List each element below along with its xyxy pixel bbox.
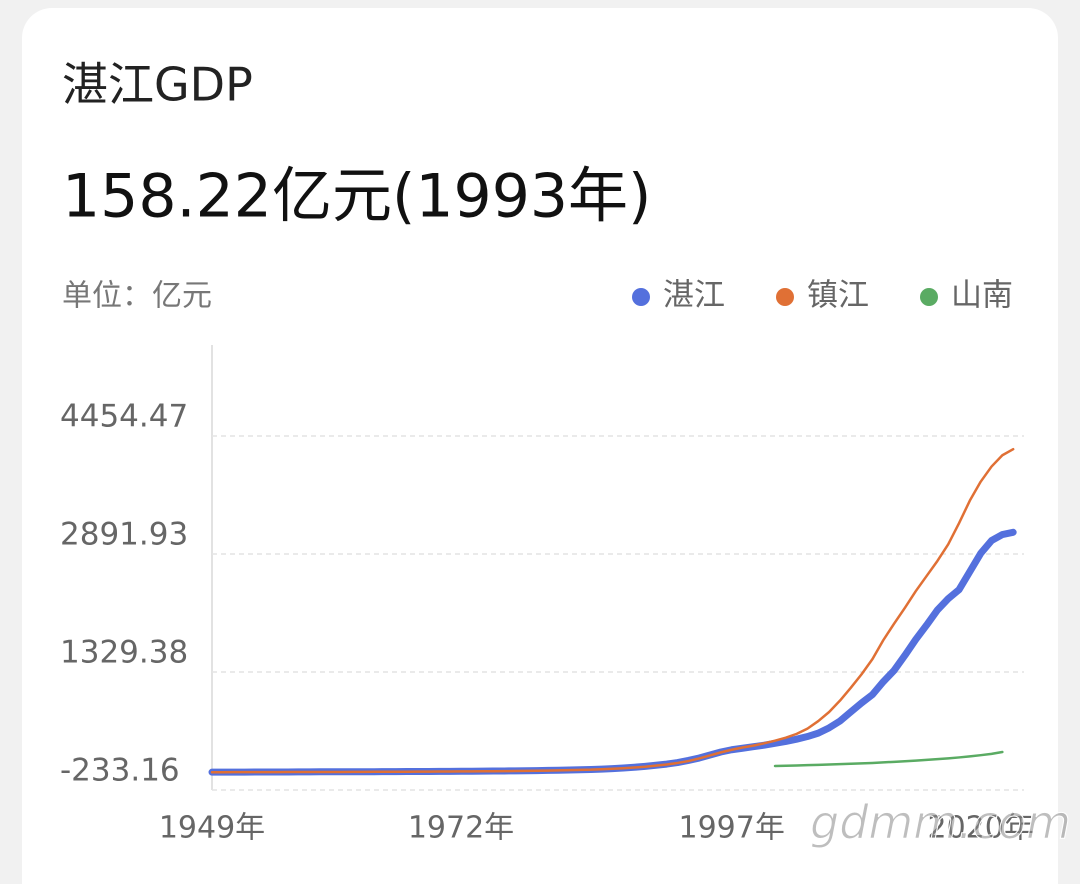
unit-label: 单位：亿元 xyxy=(62,279,212,314)
watermark: gdmm.com xyxy=(810,796,1071,850)
chart-title: 湛江GDP xyxy=(62,58,253,112)
y-tick-label: 2891.93 xyxy=(60,517,188,553)
y-tick-label: 4454.47 xyxy=(60,399,188,435)
x-tick-label: 1972年 xyxy=(408,811,514,846)
series-line xyxy=(210,447,1015,774)
x-tick-label: 2020年 xyxy=(928,811,1034,846)
x-tick-label: 1997年 xyxy=(679,811,785,846)
series-line xyxy=(773,750,1004,768)
y-tick-label: 1329.38 xyxy=(60,635,188,671)
legend-marker xyxy=(776,288,794,306)
y-tick-label: -233.16 xyxy=(60,753,180,789)
legend-marker xyxy=(920,288,938,306)
chart-subtitle: 158.22亿元(1993年) xyxy=(62,162,651,232)
legend-label: 镇江 xyxy=(807,278,869,314)
legend-marker xyxy=(632,288,650,306)
legend-label: 山南 xyxy=(951,278,1013,314)
card xyxy=(22,8,1058,884)
legend-label: 湛江 xyxy=(663,278,725,314)
x-tick-label: 1949年 xyxy=(159,811,265,846)
